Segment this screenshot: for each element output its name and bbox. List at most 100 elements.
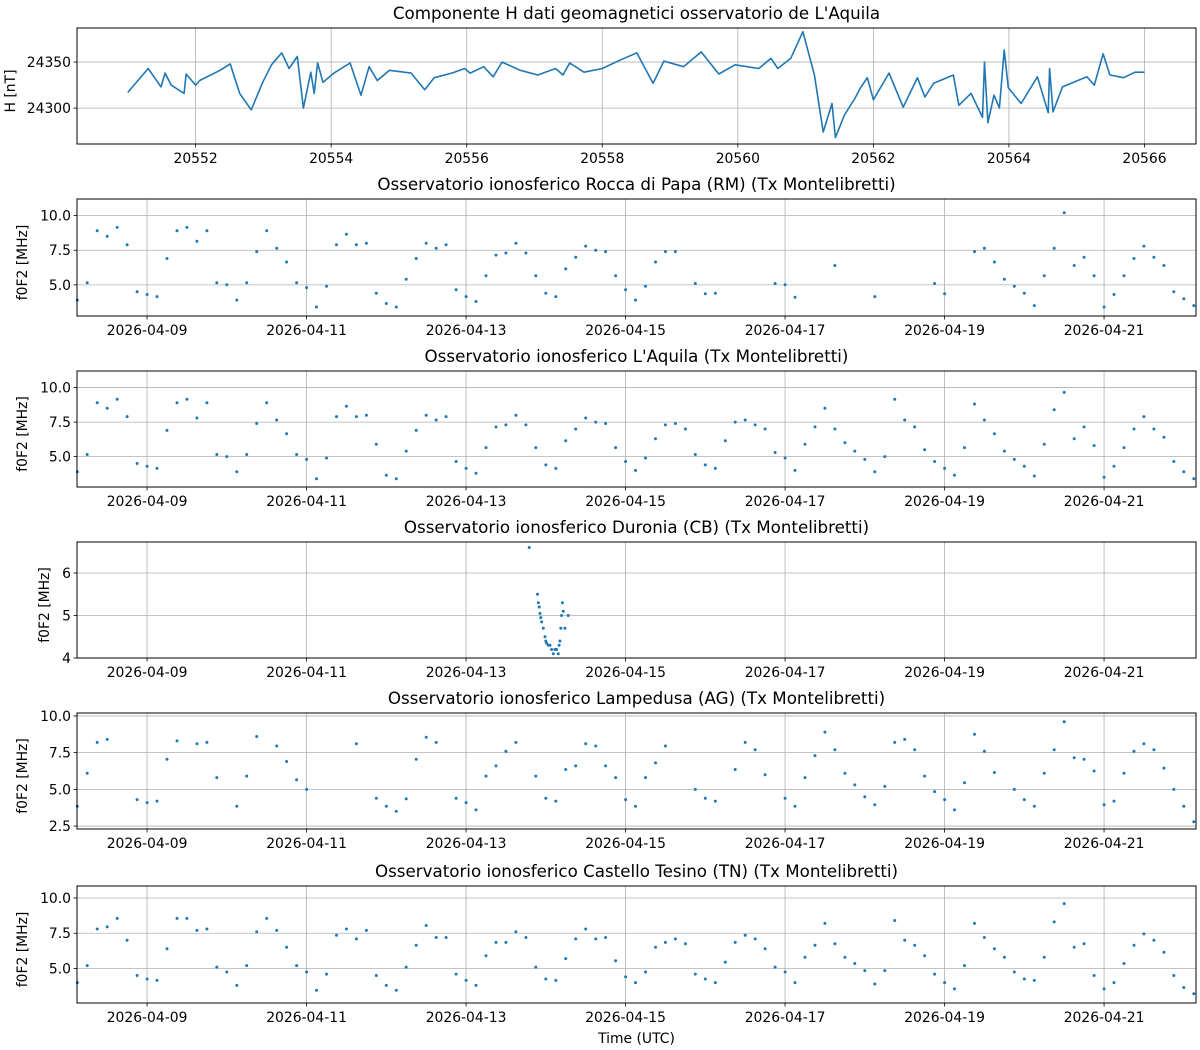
data-point xyxy=(654,761,657,765)
data-point xyxy=(514,930,518,934)
x-tick-label: 2026-04-09 xyxy=(107,665,188,681)
data-point xyxy=(703,796,707,800)
x-tick-label: 2026-04-19 xyxy=(904,836,985,852)
y-tick-label: 10.0 xyxy=(40,209,71,225)
data-point xyxy=(1052,920,1056,924)
data-point xyxy=(255,735,259,738)
data-point xyxy=(544,291,548,295)
data-point xyxy=(773,282,777,285)
data-point xyxy=(1152,427,1156,431)
data-point xyxy=(1142,415,1146,419)
data-point xyxy=(713,981,717,985)
data-point xyxy=(943,798,947,802)
data-point xyxy=(543,635,547,639)
data-point xyxy=(1072,437,1076,441)
data-point xyxy=(753,937,757,941)
data-point xyxy=(1152,255,1156,259)
data-point xyxy=(424,241,428,245)
scatter-points xyxy=(527,546,570,656)
data-point xyxy=(703,977,707,981)
data-point xyxy=(285,760,289,763)
data-point xyxy=(614,274,618,278)
data-point xyxy=(1002,955,1006,959)
data-point xyxy=(544,463,548,467)
data-point xyxy=(434,740,438,744)
data-point xyxy=(315,305,318,309)
data-point xyxy=(1082,255,1086,259)
y-tick-label: 10.0 xyxy=(40,381,71,397)
x-tick-label: 2026-04-17 xyxy=(745,665,826,681)
data-point xyxy=(225,970,229,974)
subplot-5: 2026-04-09 2026-04-11 2026-04-13 2026-04-15… xyxy=(15,688,1197,852)
data-point xyxy=(624,288,628,292)
data-point xyxy=(963,964,966,968)
data-point xyxy=(125,243,129,247)
data-point xyxy=(354,742,358,746)
data-point xyxy=(693,282,697,285)
y-tick-label: 5.0 xyxy=(49,782,71,798)
x-tick-label: 20560 xyxy=(716,151,760,167)
data-point xyxy=(564,267,568,271)
data-point xyxy=(325,284,328,288)
subplot-3: 2026-04-09 2026-04-11 2026-04-13 2026-04-15… xyxy=(15,346,1197,510)
data-point xyxy=(504,749,508,753)
data-point xyxy=(285,945,289,949)
data-point xyxy=(783,456,787,460)
x-tick-label: 2026-04-15 xyxy=(585,665,666,681)
data-point xyxy=(763,773,767,777)
data-point xyxy=(536,601,540,605)
data-point xyxy=(614,959,618,963)
data-point xyxy=(673,937,677,941)
data-point xyxy=(494,425,498,429)
data-point xyxy=(115,397,119,401)
data-point xyxy=(953,473,956,477)
subplot-4: 2026-04-09 2026-04-11 2026-04-13 2026-04-15… xyxy=(37,517,1197,681)
x-tick-label: 2026-04-11 xyxy=(266,1010,347,1026)
data-point xyxy=(474,808,478,812)
data-point xyxy=(604,936,608,939)
data-point xyxy=(235,298,239,302)
data-point xyxy=(554,799,558,803)
data-point xyxy=(165,947,169,951)
data-point xyxy=(763,427,767,431)
data-point xyxy=(973,921,976,925)
data-point xyxy=(634,981,637,985)
data-point xyxy=(105,737,109,741)
data-point xyxy=(1042,771,1046,775)
data-point xyxy=(145,293,149,296)
data-point xyxy=(524,251,528,255)
subplot-title: Osservatorio ionosferico L'Aquila (Tx Mo… xyxy=(425,346,849,366)
x-tick-label: 2026-04-17 xyxy=(745,836,826,852)
data-point xyxy=(982,749,986,753)
data-point xyxy=(644,776,647,780)
data-point xyxy=(663,744,667,748)
data-point xyxy=(1162,264,1166,267)
data-point xyxy=(484,954,488,958)
y-tick-label: 7.5 xyxy=(49,415,71,431)
data-point xyxy=(414,257,418,260)
data-point xyxy=(555,648,559,651)
x-tick-label: 2026-04-19 xyxy=(904,494,985,510)
data-point xyxy=(135,462,139,465)
data-point xyxy=(733,768,737,771)
data-point xyxy=(384,983,388,987)
x-tick-label: 2026-04-13 xyxy=(426,836,507,852)
data-point xyxy=(484,274,488,278)
data-point xyxy=(1182,804,1186,808)
data-point xyxy=(1042,955,1046,959)
data-point xyxy=(833,942,837,946)
data-point xyxy=(125,938,129,942)
data-point xyxy=(1102,305,1106,309)
data-point xyxy=(953,808,956,812)
data-point xyxy=(843,771,847,775)
x-tick-label: 2026-04-11 xyxy=(266,665,347,681)
data-point xyxy=(195,928,199,932)
data-point xyxy=(1052,246,1056,250)
data-point xyxy=(673,250,677,254)
data-point xyxy=(474,300,478,303)
data-point xyxy=(344,232,348,236)
data-point xyxy=(574,937,578,941)
data-point xyxy=(853,783,857,787)
data-point xyxy=(992,260,996,264)
y-tick-label: 24300 xyxy=(27,101,71,117)
